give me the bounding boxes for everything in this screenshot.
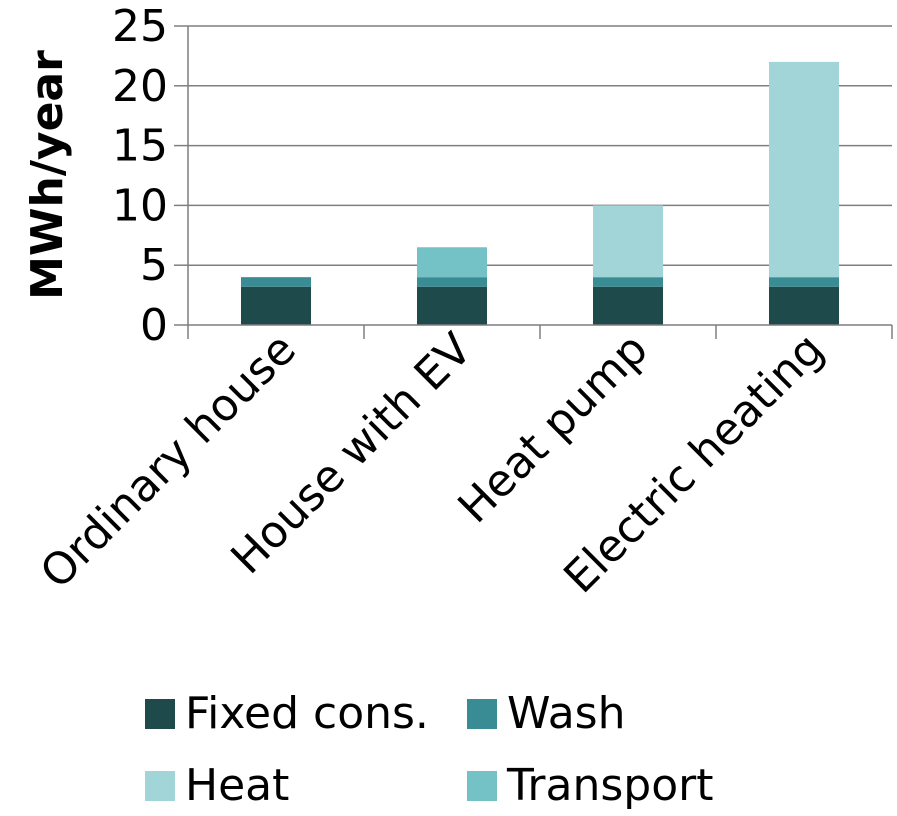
y-tick-label: 15 [112, 121, 168, 172]
legend-swatch [467, 770, 497, 801]
legend-item-fixed: Fixed cons. [145, 688, 429, 739]
y-tick-label: 25 [112, 1, 168, 52]
legend-item-heat: Heat [145, 760, 289, 811]
bar-segment [241, 277, 311, 287]
y-tick-labels: 0 5 10 15 20 25 [112, 1, 168, 351]
bar-segment [417, 247, 487, 278]
legend-swatch [145, 770, 175, 801]
legend-item-transport: Transport [467, 760, 713, 811]
axes [187, 26, 893, 339]
legend-item-wash: Wash [467, 688, 625, 739]
y-axis-title: MWh/year [22, 50, 73, 300]
bars [241, 61, 839, 325]
legend-label: Wash [507, 688, 626, 739]
y-tick-label: 10 [112, 180, 168, 231]
legend-label: Transport [507, 760, 714, 811]
bar-segment [769, 286, 839, 325]
legend-swatch [467, 698, 497, 729]
bar-segment [593, 286, 663, 325]
legend-label: Heat [185, 760, 290, 811]
bar-segment [241, 286, 311, 325]
bar-segment [417, 286, 487, 325]
legend-swatch [145, 698, 175, 729]
bar-segment [593, 205, 663, 278]
bar-segment [769, 277, 839, 287]
y-tick-label: 5 [140, 240, 168, 291]
legend-label: Fixed cons. [185, 688, 429, 739]
bar-segment [769, 61, 839, 278]
bar-segment [593, 277, 663, 287]
y-tick-label: 20 [112, 61, 168, 112]
bar-segment [417, 277, 487, 287]
y-tick-label: 0 [140, 300, 168, 351]
